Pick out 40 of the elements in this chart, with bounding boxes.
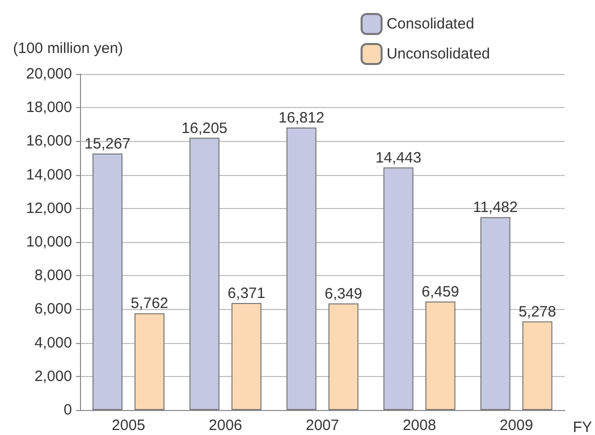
x-tick-label: 2005 xyxy=(112,417,146,434)
legend-label: Unconsolidated xyxy=(386,46,490,62)
legend-label: Consolidated xyxy=(386,16,474,32)
bar xyxy=(425,301,456,410)
x-tick-label: 2007 xyxy=(306,417,340,434)
y-tick-label: 2,000 xyxy=(34,368,72,385)
bar xyxy=(231,302,262,410)
y-axis-title: (100 million yen) xyxy=(13,40,124,57)
bar xyxy=(92,154,122,410)
data-label: 6,459 xyxy=(422,283,460,300)
bar xyxy=(134,313,164,410)
x-tick-label: 2008 xyxy=(402,417,436,434)
data-label: 16,812 xyxy=(278,110,324,127)
y-tick-label: 12,000 xyxy=(26,200,72,217)
bar xyxy=(383,167,414,410)
data-label: 11,482 xyxy=(472,199,518,216)
data-label: 5,762 xyxy=(130,295,168,312)
y-tick-label: 14,000 xyxy=(26,166,72,184)
bar xyxy=(328,303,358,410)
y-tick-label: 18,000 xyxy=(26,99,72,116)
y-tick-label: 10,000 xyxy=(26,234,72,250)
y-tick-label: 8,000 xyxy=(34,267,72,284)
x-tick-label: 2009 xyxy=(500,417,534,434)
y-tick-label: 4,000 xyxy=(34,334,72,352)
bar xyxy=(189,138,220,410)
data-label: 16,205 xyxy=(182,120,228,137)
data-label: 6,371 xyxy=(228,284,266,302)
y-tick-label: 16,000 xyxy=(26,132,72,150)
data-label: 14,443 xyxy=(375,149,422,166)
bar xyxy=(480,217,510,410)
x-axis-title: FY xyxy=(572,419,592,435)
bar xyxy=(286,128,316,410)
y-tick-label: 0 xyxy=(64,402,72,418)
data-label: 6,349 xyxy=(324,285,362,302)
x-tick-label: 2006 xyxy=(208,417,242,434)
bar xyxy=(522,321,552,410)
y-tick-label: 6,000 xyxy=(34,300,72,318)
data-label: 5,278 xyxy=(518,303,556,320)
data-label: 15,267 xyxy=(84,136,130,153)
y-tick-label: 20,000 xyxy=(26,66,72,82)
